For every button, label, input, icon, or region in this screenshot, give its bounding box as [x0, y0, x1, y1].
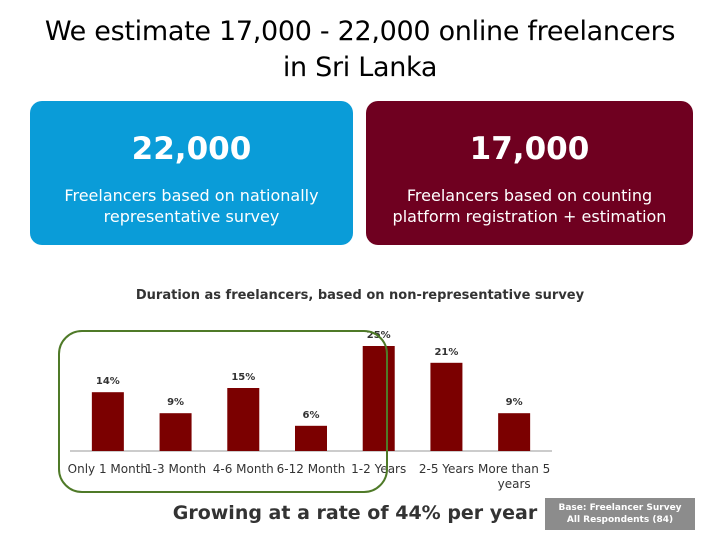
bar: [430, 362, 463, 451]
growth-subhead: Growing at a rate of 44% per year: [172, 502, 538, 524]
bar: [362, 346, 395, 451]
base-note-line2: All Respondents (84): [566, 515, 674, 525]
bar-value-label: 15%: [231, 372, 255, 383]
bar-value-label: 9%: [506, 397, 523, 408]
slide-title-line1: We estimate 17,000 - 22,000 online freel…: [44, 16, 676, 47]
base-note-line1: Base: Freelancer Survey: [558, 503, 682, 513]
estimate-card-survey: 22,000 Freelancers based on nationally r…: [30, 101, 353, 245]
x-tick-label: Only 1 Month: [68, 462, 148, 476]
bar-value-label: 6%: [303, 410, 320, 421]
bar: [159, 413, 192, 451]
bar-value-label: 9%: [167, 397, 184, 408]
x-tick-label: 6-12 Month: [277, 462, 346, 476]
estimate-description-line2: platform registration + estimation: [392, 207, 667, 226]
estimate-description: Freelancers based on nationally represen…: [38, 185, 345, 227]
x-tick-label: 4-6 Month: [213, 462, 274, 476]
estimate-value: 22,000: [131, 131, 252, 167]
estimate-value: 17,000: [469, 131, 590, 167]
x-tick-label: 1-3 Month: [145, 462, 206, 476]
slide-title: We estimate 17,000 - 22,000 online freel…: [20, 14, 700, 86]
bar: [227, 388, 260, 451]
x-tick-label: More than 5 years: [478, 462, 550, 491]
bar-value-label: 21%: [434, 347, 458, 358]
estimate-description-line1: Freelancers based on nationally: [64, 186, 319, 205]
bar-value-label: 14%: [96, 376, 120, 387]
estimate-description: Freelancers based on counting platform r…: [374, 185, 685, 227]
estimate-description-line1: Freelancers based on counting: [406, 186, 653, 205]
bar: [498, 413, 531, 451]
estimate-description-line2: representative survey: [103, 207, 280, 226]
x-tick-label: 2-5 Years: [419, 462, 474, 476]
base-note: Base: Freelancer Survey All Respondents …: [545, 498, 695, 530]
slide-title-line2: in Sri Lanka: [282, 52, 438, 83]
bar: [295, 425, 327, 451]
bar: [91, 392, 124, 451]
estimate-card-platform: 17,000 Freelancers based on counting pla…: [366, 101, 693, 245]
highlight-box: [58, 330, 388, 493]
chart-title: Duration as freelancers, based on non-re…: [135, 288, 585, 303]
